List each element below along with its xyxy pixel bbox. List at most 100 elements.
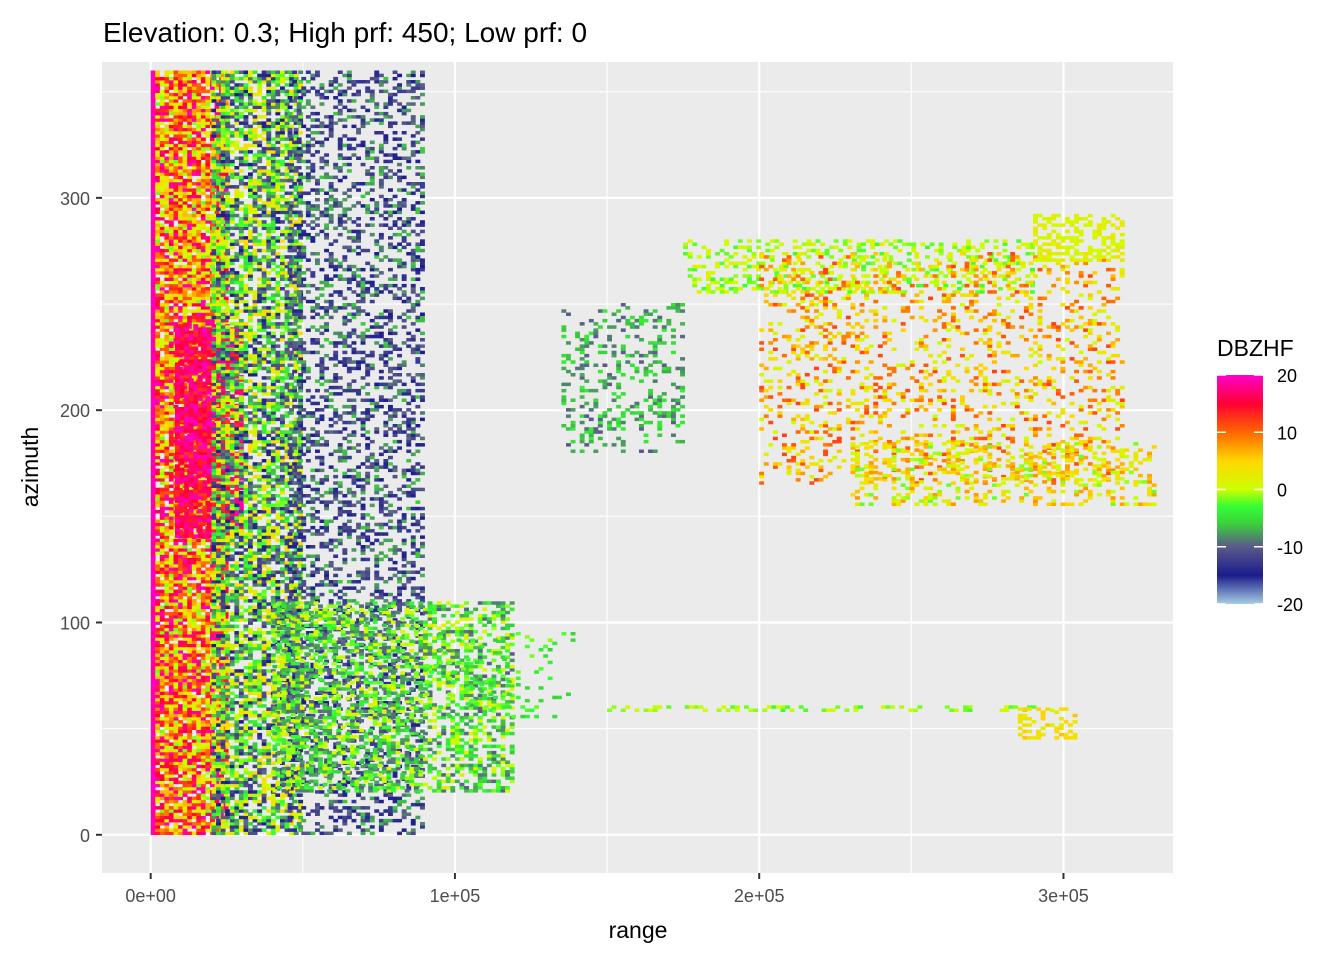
data-cell xyxy=(187,80,192,84)
data-cell xyxy=(201,717,206,721)
data-cell xyxy=(216,71,221,75)
data-cell xyxy=(164,271,169,275)
data-cell xyxy=(183,545,188,549)
data-cell xyxy=(164,564,169,568)
data-cell xyxy=(174,577,179,581)
data-cell xyxy=(198,468,203,472)
data-cell xyxy=(164,816,169,820)
data-cell xyxy=(183,793,188,797)
data-cell xyxy=(201,628,206,632)
data-cell xyxy=(174,625,179,629)
data-cell xyxy=(192,781,197,785)
data-cell xyxy=(169,771,174,775)
data-cell xyxy=(151,214,156,218)
data-cell xyxy=(187,822,192,826)
data-cell xyxy=(151,637,156,641)
data-cell xyxy=(175,534,180,538)
data-cell xyxy=(193,483,198,487)
data-cell xyxy=(155,131,160,135)
data-cell xyxy=(196,93,201,97)
data-cell xyxy=(192,653,197,657)
data-cell xyxy=(212,717,217,721)
data-cell xyxy=(164,813,169,817)
data-cell xyxy=(192,274,197,278)
data-cell xyxy=(216,309,221,313)
data-cell xyxy=(207,490,212,494)
data-cell xyxy=(205,172,210,176)
data-cell xyxy=(187,762,192,766)
data-cell xyxy=(174,109,179,113)
data-cell xyxy=(187,707,192,711)
data-cell xyxy=(160,762,165,766)
data-cell xyxy=(151,246,156,250)
data-cell xyxy=(164,577,169,581)
data-cell xyxy=(155,96,160,100)
data-cell xyxy=(155,239,160,243)
data-cell xyxy=(201,819,206,823)
data-cell xyxy=(196,809,201,813)
data-cell xyxy=(201,806,206,810)
data-cell xyxy=(212,324,217,328)
data-cell xyxy=(212,752,217,756)
data-cell xyxy=(164,179,169,183)
data-cell xyxy=(160,567,165,571)
data-cell xyxy=(221,637,226,641)
data-cell xyxy=(187,555,192,559)
data-cell xyxy=(205,555,210,559)
data-cell xyxy=(196,727,201,731)
data-cell xyxy=(201,313,206,317)
data-cell xyxy=(221,523,226,527)
data-cell xyxy=(178,230,183,234)
data-cell xyxy=(183,150,188,154)
data-cell xyxy=(205,195,210,199)
data-cell xyxy=(151,306,156,310)
data-cell xyxy=(205,571,210,575)
data-cell xyxy=(187,733,192,737)
data-cell xyxy=(183,265,188,269)
data-cell xyxy=(221,571,226,575)
data-cell xyxy=(169,99,174,103)
data-cell xyxy=(169,93,174,97)
data-cell xyxy=(212,558,217,562)
data-cell xyxy=(202,512,207,516)
data-cell xyxy=(169,440,174,444)
data-cell xyxy=(198,496,203,500)
data-cell xyxy=(202,413,207,417)
data-cell xyxy=(151,539,156,543)
data-cell xyxy=(151,462,156,466)
data-cell xyxy=(183,74,188,78)
data-cell xyxy=(192,160,197,164)
data-cell xyxy=(221,771,226,775)
data-cell xyxy=(205,809,210,813)
data-cell xyxy=(169,106,174,110)
data-cell xyxy=(187,182,192,186)
data-cell xyxy=(193,429,198,433)
data-cell xyxy=(174,762,179,766)
data-cell xyxy=(160,730,165,734)
data-cell xyxy=(201,657,206,661)
data-cell xyxy=(169,195,174,199)
data-cell xyxy=(205,612,210,616)
data-cell xyxy=(160,106,165,110)
data-cell xyxy=(174,707,179,711)
data-cell xyxy=(201,172,206,176)
data-cell xyxy=(196,141,201,145)
data-cell xyxy=(164,395,169,399)
data-cell xyxy=(196,666,201,670)
data-cell xyxy=(151,188,156,192)
data-cell xyxy=(169,144,174,148)
data-cell xyxy=(196,663,201,667)
data-cell xyxy=(164,558,169,562)
data-cell xyxy=(196,682,201,686)
data-cell xyxy=(212,542,217,546)
data-cell xyxy=(178,695,183,699)
data-cell xyxy=(175,531,180,535)
data-cell xyxy=(160,121,165,125)
data-cell xyxy=(201,768,206,772)
data-cell xyxy=(169,188,174,192)
data-cell xyxy=(221,809,226,813)
data-cell xyxy=(183,832,188,836)
data-cell xyxy=(183,641,188,645)
data-cell xyxy=(221,819,226,823)
